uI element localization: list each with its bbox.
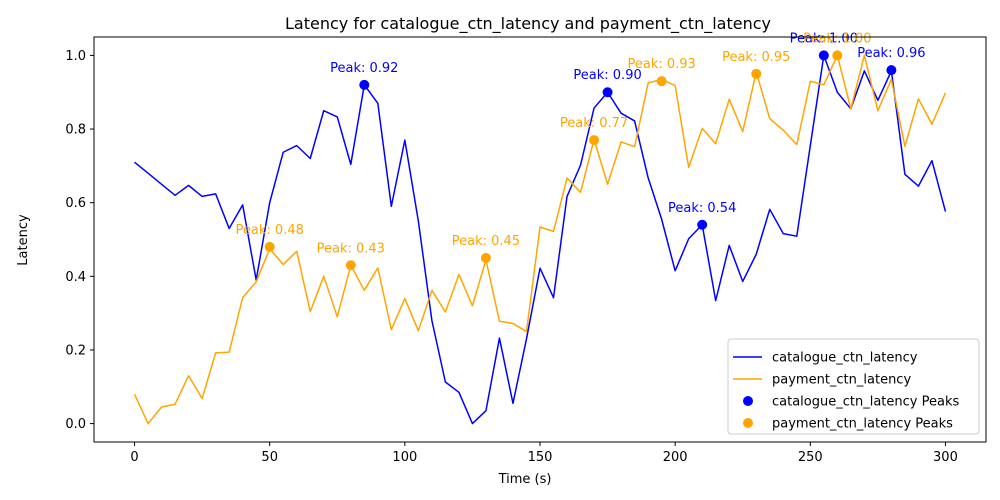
peak-marker-payment_ctn_latency-6	[832, 50, 843, 61]
legend-label: catalogue_ctn_latency	[772, 351, 918, 366]
y-tick-label: 0.4	[65, 270, 86, 285]
legend-label: catalogue_ctn_latency Peaks	[772, 395, 959, 410]
peak-marker-payment_ctn_latency-2	[480, 252, 491, 263]
peak-label-catalogue_ctn_latency-4: Peak: 0.96	[857, 46, 925, 61]
peak-marker-payment_ctn_latency-3	[589, 135, 600, 146]
peak-label-payment_ctn_latency-2: Peak: 0.45	[452, 234, 520, 249]
chart-title: Latency for catalogue_ctn_latency and pa…	[285, 14, 771, 34]
peak-label-catalogue_ctn_latency-3: Peak: 1.00	[790, 31, 858, 46]
x-tick-label: 0	[130, 450, 138, 465]
legend-box	[727, 338, 980, 435]
x-tick-label: 250	[798, 450, 823, 465]
y-tick-label: 0.2	[65, 343, 86, 358]
x-tick-label: 100	[392, 450, 417, 465]
peak-label-catalogue_ctn_latency-1: Peak: 0.90	[573, 68, 641, 83]
axes-layer: 0 50 100 150 200 250 300 0.0 0.2 0.4 0.6 0.8 1.0	[65, 36, 987, 465]
peak-marker-catalogue_ctn_latency-2	[697, 219, 708, 230]
peak-marker-catalogue_ctn_latency-0	[359, 79, 370, 90]
x-axis-title: Time (s)	[498, 472, 552, 487]
y-tick-label: 0.8	[65, 123, 86, 138]
y-tick-label: 1.0	[65, 49, 86, 64]
legend-label: payment_ctn_latency	[772, 373, 911, 388]
legend-dot-swatch	[743, 418, 753, 428]
peak-label-payment_ctn_latency-3: Peak: 0.77	[560, 116, 628, 131]
peak-label-payment_ctn_latency-1: Peak: 0.43	[317, 241, 385, 256]
peak-label-payment_ctn_latency-4: Peak: 0.93	[627, 57, 695, 72]
peak-label-payment_ctn_latency-5: Peak: 0.95	[722, 50, 790, 65]
peaks-layer: Peak: 0.92 Peak: 0.90 Peak: 0.54 Peak: 1.00…	[236, 31, 926, 271]
x-tick-label: 300	[933, 450, 958, 465]
peak-marker-catalogue_ctn_latency-3	[818, 50, 829, 61]
peak-marker-payment_ctn_latency-4	[656, 76, 667, 87]
legend-dot-swatch	[743, 396, 753, 406]
peak-label-payment_ctn_latency-0: Peak: 0.48	[236, 223, 304, 238]
y-tick-label: 0.6	[65, 196, 86, 211]
x-tick-label: 200	[663, 450, 688, 465]
peak-marker-catalogue_ctn_latency-4	[886, 65, 897, 76]
peak-label-catalogue_ctn_latency-0: Peak: 0.92	[330, 61, 398, 76]
series-line-catalogue_ctn_latency	[134, 54, 947, 425]
x-tick-label: 50	[261, 450, 278, 465]
peak-label-payment_ctn_latency-6: Peak: 1.00	[803, 31, 871, 46]
peak-marker-catalogue_ctn_latency-1	[602, 87, 613, 98]
y-axis-title: Latency	[16, 214, 31, 266]
peak-marker-payment_ctn_latency-5	[751, 68, 762, 79]
legend-label: payment_ctn_latency Peaks	[772, 417, 953, 432]
peak-marker-payment_ctn_latency-1	[345, 260, 356, 271]
chart-legend: catalogue_ctn_latency payment_ctn_latency…	[727, 338, 980, 435]
x-tick-label: 150	[528, 450, 553, 465]
y-tick-label: 0.0	[65, 417, 86, 432]
peak-marker-payment_ctn_latency-0	[264, 241, 275, 252]
peak-label-catalogue_ctn_latency-2: Peak: 0.54	[668, 201, 736, 216]
